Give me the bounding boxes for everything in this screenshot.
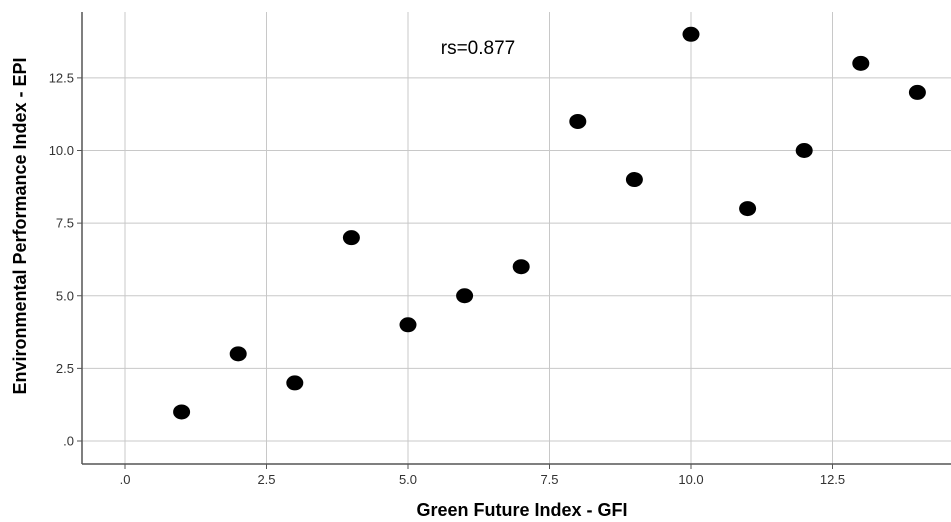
x-tick-label: 5.0: [399, 472, 417, 487]
x-tick-label: 2.5: [257, 472, 275, 487]
data-point: [512, 259, 530, 275]
y-tick-label: 5.0: [56, 288, 74, 303]
data-points: [173, 26, 926, 420]
grid: [82, 12, 951, 464]
axes: [77, 12, 951, 469]
data-point: [795, 143, 813, 158]
y-tick-label: .0: [63, 434, 74, 449]
data-point: [342, 230, 360, 246]
x-axis-title: Green Future Index - GFI: [416, 500, 627, 520]
data-point: [852, 55, 870, 71]
data-point: [625, 172, 643, 188]
data-point: [569, 113, 587, 129]
data-point: [173, 404, 191, 420]
x-tick-labels: .0 2.5 5.0 7.5 10.0 12.5: [120, 472, 846, 487]
correlation-annotation: rs=0.877: [441, 38, 515, 59]
data-point: [286, 375, 304, 391]
data-point: [229, 346, 247, 362]
y-tick-label: 2.5: [56, 361, 74, 376]
y-tick-label: 12.5: [49, 70, 74, 85]
data-point: [456, 288, 474, 304]
y-tick-label: 7.5: [56, 216, 74, 231]
data-point: [682, 26, 700, 42]
data-point: [739, 201, 757, 217]
y-tick-label: 10.0: [49, 143, 74, 158]
x-tick-label: 12.5: [820, 472, 845, 487]
x-tick-label: 7.5: [540, 472, 558, 487]
data-point: [399, 317, 417, 333]
y-axis-title: Environmental Performance Index - EPI: [10, 57, 30, 394]
data-point: [908, 84, 926, 100]
x-tick-label: .0: [120, 472, 131, 487]
x-tick-label: 10.0: [678, 472, 703, 487]
y-tick-labels: .0 2.5 5.0 7.5 10.0 12.5: [49, 70, 74, 448]
